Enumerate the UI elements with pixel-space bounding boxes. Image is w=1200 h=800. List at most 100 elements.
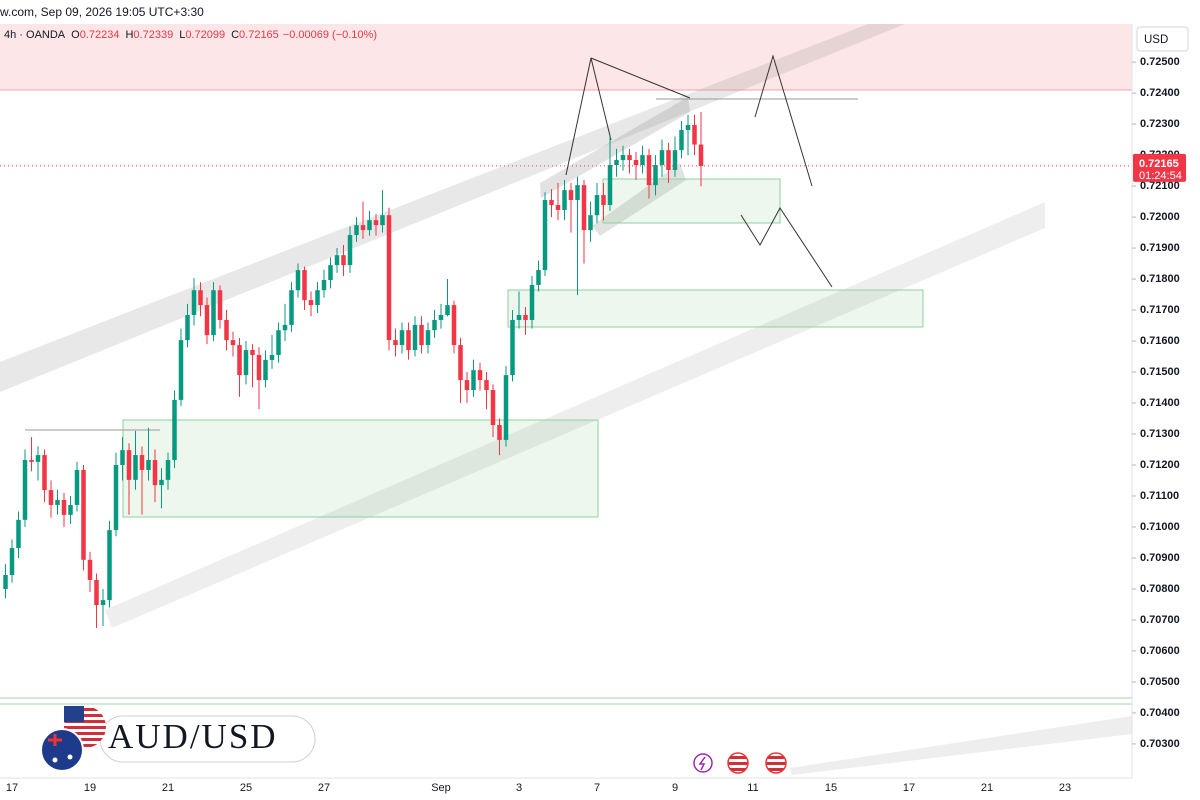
candle-body (55, 500, 60, 505)
y-tick-label: 0.71600 (1140, 335, 1180, 347)
candle-body (594, 195, 600, 216)
us-flag-canton (64, 706, 84, 722)
candle-body (477, 370, 483, 381)
currency-box[interactable] (1136, 26, 1189, 52)
candle-body (412, 324, 418, 351)
candle-body (432, 319, 437, 331)
x-tick-label: 21 (981, 782, 993, 794)
event-icon-bolt (698, 756, 706, 771)
candle-body (107, 530, 112, 601)
candle-body (627, 155, 632, 161)
candle-body (620, 155, 626, 161)
candle-body (256, 354, 262, 381)
candle-body (315, 290, 320, 306)
candle-body (575, 185, 580, 201)
legend-key: O (71, 29, 80, 41)
candle-body (159, 479, 164, 486)
candle-body (341, 255, 346, 266)
candle-body (224, 319, 229, 341)
candle-body (74, 469, 80, 505)
candle-body (653, 165, 658, 186)
y-tick-label: 0.71700 (1140, 304, 1180, 316)
x-tick-label: 11 (747, 782, 758, 794)
candle-body (555, 204, 561, 210)
legend-item: L0.72099 (177, 29, 225, 41)
last-price-label: 0.72165 (1139, 158, 1179, 170)
legend-key: C (231, 29, 240, 41)
candle-body (640, 155, 645, 166)
candle-body (347, 235, 353, 266)
y-tick-label: 0.71500 (1140, 366, 1180, 378)
au-flag (40, 728, 84, 772)
candle-body (3, 575, 8, 589)
candle-body (94, 579, 99, 606)
x-tick-label: 9 (672, 782, 678, 794)
candle-body (464, 380, 470, 390)
candle-body (29, 460, 34, 462)
candle-body (562, 190, 567, 210)
candle-body (172, 399, 177, 461)
candle-body (633, 160, 639, 166)
candle-body (549, 200, 554, 205)
x-tick-label: 19 (84, 782, 96, 794)
y-tick-label: 0.70500 (1140, 676, 1180, 688)
resistance-zone (0, 24, 1132, 90)
candle-body (237, 345, 242, 376)
candle-body (354, 225, 359, 236)
time-axis (0, 778, 1132, 800)
projection-line (754, 54, 813, 187)
candle-body (484, 380, 489, 390)
event-icon[interactable] (765, 752, 787, 774)
candle-body (471, 370, 476, 390)
candle-body (406, 330, 411, 351)
candle-body (87, 559, 93, 580)
au-flag-cross (48, 734, 62, 746)
source-line: w.com, Sep 09, 2026 19:05 UTC+3:30 (0, 5, 204, 19)
y-tick-label: 0.71300 (1140, 428, 1180, 440)
y-tick-label: 0.72500 (1140, 56, 1180, 68)
x-tick-label: 23 (1059, 782, 1071, 794)
candle-body (419, 324, 424, 346)
event-icon[interactable] (693, 753, 713, 773)
candle-body (386, 215, 392, 341)
legend-value: 0.72339 (133, 29, 174, 41)
candle-body (601, 195, 606, 205)
candle-body (659, 150, 665, 166)
candle-body (445, 305, 450, 316)
projection-line (740, 207, 833, 288)
candle-body (230, 340, 236, 346)
legend-key: H (125, 29, 134, 41)
candle-body (581, 185, 587, 231)
x-tick-label: 3 (516, 782, 522, 794)
x-tick-label: 17 (903, 782, 915, 794)
candle-body (100, 600, 106, 606)
currency: USD (1144, 34, 1168, 46)
candle-body (425, 330, 431, 346)
candle-body (146, 460, 151, 470)
lower-channel (105, 202, 1045, 628)
legend-value: 0.72099 (185, 29, 226, 41)
candle-body (198, 290, 203, 306)
candle-body (276, 330, 281, 355)
pattern-line (590, 57, 691, 99)
legend-item: C0.72165 (229, 29, 279, 41)
last-price-box (1133, 153, 1186, 182)
candle-body (289, 290, 294, 325)
price-axis (1132, 0, 1200, 800)
candle-body (503, 375, 509, 440)
lower-channel-2 (790, 716, 1132, 775)
candle-body (204, 305, 210, 336)
candle-body (178, 340, 184, 400)
event-icon[interactable] (727, 752, 749, 774)
y-tick-label: 0.72300 (1140, 118, 1180, 130)
y-tick-label: 0.70300 (1140, 738, 1180, 750)
candle-body (269, 354, 275, 360)
y-tick-label: 0.72400 (1140, 87, 1180, 99)
candles (3, 112, 704, 629)
x-tick-label: 27 (318, 782, 330, 794)
au-flag-star (52, 757, 58, 763)
candle-body (451, 305, 457, 346)
candle-body (113, 464, 119, 531)
candle-body (211, 290, 216, 336)
y-tick-label: 0.71400 (1140, 397, 1180, 409)
